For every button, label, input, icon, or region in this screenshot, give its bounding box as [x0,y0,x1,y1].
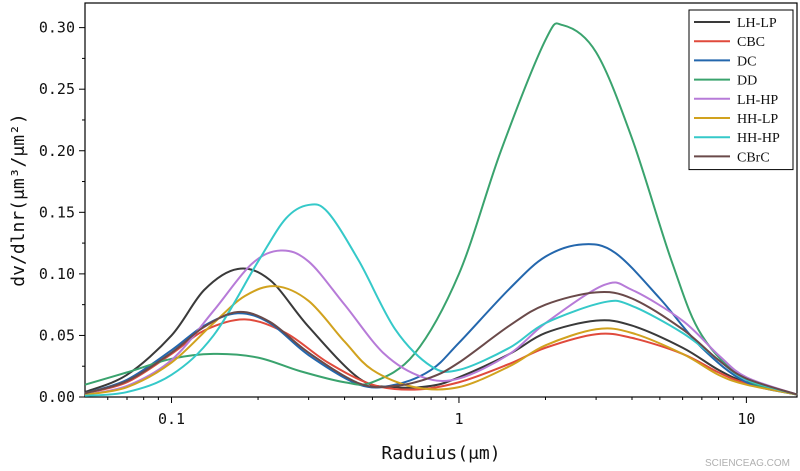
x-axis-ticks: 0.1 1 10 [107,397,755,428]
series-line-dc [84,243,798,396]
legend: LH-LP CBC DC DD LH-HP HH-LP HH-HP CBrC [688,9,794,171]
y-tick-label: 0.10 [39,265,75,283]
series-line-cbrc [84,291,798,396]
y-tick-label: 0.20 [39,142,75,160]
series-line-lh-hp [84,249,798,396]
x-tick-label: 10 [737,410,755,428]
y-tick-label: 0.00 [39,388,75,406]
series-line-lh-lp [84,267,798,396]
series-line-hh-hp [84,203,798,397]
legend-label: DC [737,54,756,69]
legend-box [688,9,794,171]
x-tick-label: 0.1 [158,410,185,428]
y-axis-ticks: 0.00 0.05 0.10 0.15 0.20 0.25 0.30 [39,19,85,406]
y-tick-label: 0.05 [39,326,75,344]
legend-label: HH-HP [737,131,780,146]
legend-label: LH-HP [737,93,778,108]
legend-label: CBC [737,35,765,50]
y-axis-title: dv/dlnr(μm³/μm²) [8,113,29,286]
x-axis-title: Raduius(μm) [381,443,500,464]
y-tick-label: 0.30 [39,19,75,37]
legend-label: CBrC [737,150,770,165]
series-layer [84,22,798,397]
y-tick-label: 0.15 [39,203,75,221]
series-line-dd [84,22,798,396]
legend-label: LH-LP [737,16,777,31]
x-tick-label: 1 [454,410,463,428]
series-line-hh-lp [84,285,798,396]
y-tick-label: 0.25 [39,80,75,98]
legend-label: HH-LP [737,112,778,127]
watermark: SCIENCEAG.COM [705,458,790,469]
legend-label: DD [737,74,757,89]
plot-frame [84,2,798,398]
